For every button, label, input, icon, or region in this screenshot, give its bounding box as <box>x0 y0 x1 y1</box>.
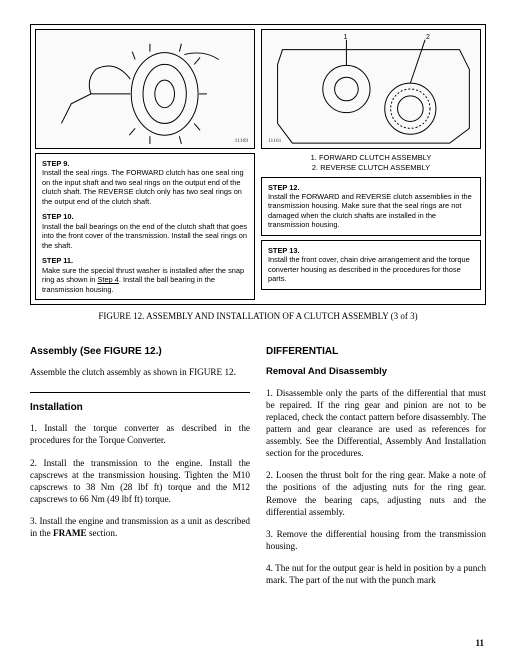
figure-left-cell: 11169 STEP 9. Install the seal rings. Th… <box>35 29 255 300</box>
figure-legend: 1. FORWARD CLUTCH ASSEMBLY 2. REVERSE CL… <box>261 149 481 173</box>
illustration-right: 1 2 11161 <box>261 29 481 149</box>
body-col-left: Assembly (See FIGURE 12.) Assemble the c… <box>30 337 250 597</box>
step10-body: Install the ball bearings on the end of … <box>42 222 247 250</box>
illust-left-id: 11169 <box>235 138 248 145</box>
assembly-paragraph: Assemble the clutch assembly as shown in… <box>30 366 250 378</box>
legend-line-2: 2. REVERSE CLUTCH ASSEMBLY <box>263 163 479 173</box>
steps-left-box: STEP 9. Install the seal rings. The FORW… <box>35 153 255 300</box>
legend-line-1: 1. FORWARD CLUTCH ASSEMBLY <box>263 153 479 163</box>
heading-removal: Removal And Disassembly <box>266 366 486 379</box>
heading-differential: DIFFERENTIAL <box>266 345 486 358</box>
step13-body: Install the front cover, chain drive arr… <box>268 255 470 283</box>
step13-title: STEP 13. <box>268 246 300 255</box>
step12-body: Install the FORWARD and REVERSE clutch a… <box>268 192 472 229</box>
install-step-1: 1. Install the torque converter as descr… <box>30 422 250 446</box>
step10-title: STEP 10. <box>42 212 74 221</box>
install-step-3b: section. <box>87 528 118 538</box>
diff-step-3: 3. Remove the differential housing from … <box>266 528 486 552</box>
step11-title: STEP 11. <box>42 256 73 265</box>
body-columns: Assembly (See FIGURE 12.) Assemble the c… <box>30 337 486 597</box>
figure-grid: 11169 STEP 9. Install the seal rings. Th… <box>35 29 481 300</box>
callout-1: 1 <box>343 34 347 41</box>
illust-right-id: 11161 <box>268 138 281 145</box>
install-step-3-bold: FRAME <box>53 528 87 538</box>
figure-caption: FIGURE 12. ASSEMBLY AND INSTALLATION OF … <box>30 311 486 323</box>
steps-right-box-13: STEP 13. Install the front cover, chain … <box>261 240 481 290</box>
heading-installation: Installation <box>30 401 250 414</box>
callout-2: 2 <box>426 34 430 41</box>
transmission-line-art-icon: 1 2 <box>262 30 480 148</box>
body-col-right: DIFFERENTIAL Removal And Disassembly 1. … <box>266 337 486 597</box>
page-number: 11 <box>475 638 484 650</box>
diff-step-1: 1. Disassemble only the parts of the dif… <box>266 387 486 460</box>
section-divider <box>30 392 250 393</box>
install-step-3: 3. Install the engine and transmission a… <box>30 515 250 539</box>
steps-right-box-12: STEP 12. Install the FORWARD and REVERSE… <box>261 177 481 236</box>
figure-12-box: 11169 STEP 9. Install the seal rings. Th… <box>30 24 486 305</box>
illustration-left: 11169 <box>35 29 255 149</box>
heading-assembly: Assembly (See FIGURE 12.) <box>30 345 250 358</box>
step9-body: Install the seal rings. The FORWARD clut… <box>42 168 244 205</box>
figure-right-cell: 1 2 11161 1. FORWARD CLUTCH ASSEMBLY 2. … <box>261 29 481 300</box>
step11-step4-link: Step 4 <box>97 275 118 284</box>
step12-title: STEP 12. <box>268 183 300 192</box>
clutch-line-art-icon <box>36 30 254 148</box>
step9-title: STEP 9. <box>42 159 69 168</box>
diff-step-2: 2. Loosen the thrust bolt for the ring g… <box>266 469 486 518</box>
diff-step-4: 4. The nut for the output gear is held i… <box>266 562 486 586</box>
install-step-2: 2. Install the transmission to the engin… <box>30 457 250 506</box>
